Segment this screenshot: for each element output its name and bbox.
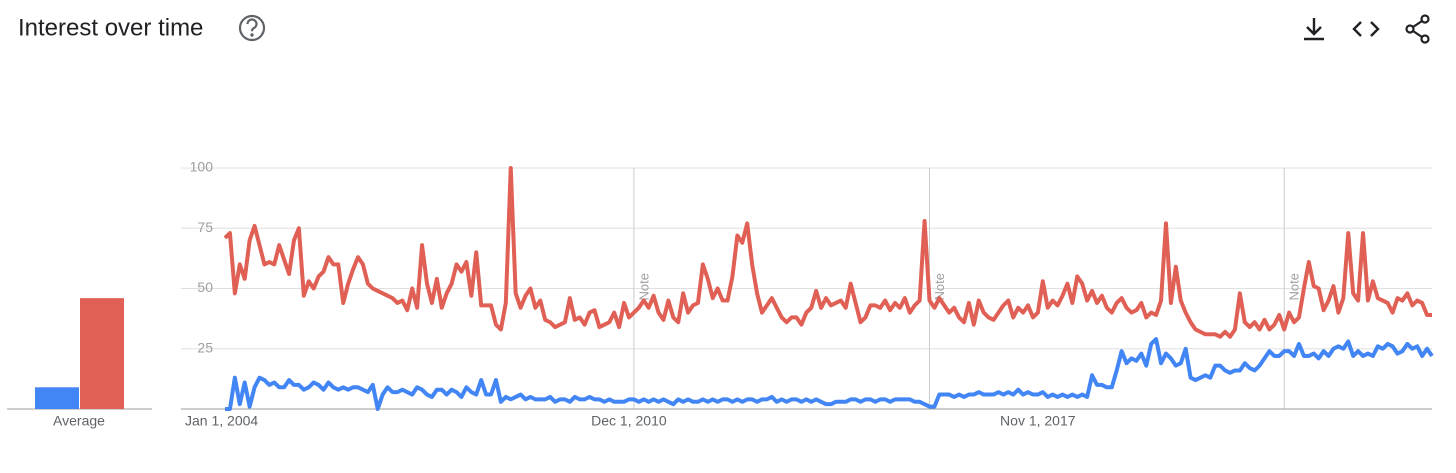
x-tick-label: Jan 1, 2004 [185,413,258,429]
embed-icon[interactable] [1352,21,1380,37]
average-label: Average [53,413,105,429]
chart-title: Interest over time [18,14,203,41]
note-label: Note [932,273,947,300]
average-bar [80,298,124,409]
x-tick-label: Dec 1, 2010 [591,413,667,429]
note-label: Note [1287,273,1302,300]
help-icon[interactable] [238,14,266,42]
y-tick-label: 25 [197,339,213,355]
y-tick-label: 75 [197,219,213,235]
share-icon[interactable] [1405,14,1430,44]
y-tick-label: 100 [190,159,214,175]
download-icon[interactable] [1304,18,1324,41]
y-tick-label: 50 [197,279,213,295]
note-label: Note [636,273,651,300]
x-tick-label: Nov 1, 2017 [1000,413,1076,429]
series-line [223,166,1432,339]
series-line [225,337,1434,411]
average-bar [35,387,79,409]
